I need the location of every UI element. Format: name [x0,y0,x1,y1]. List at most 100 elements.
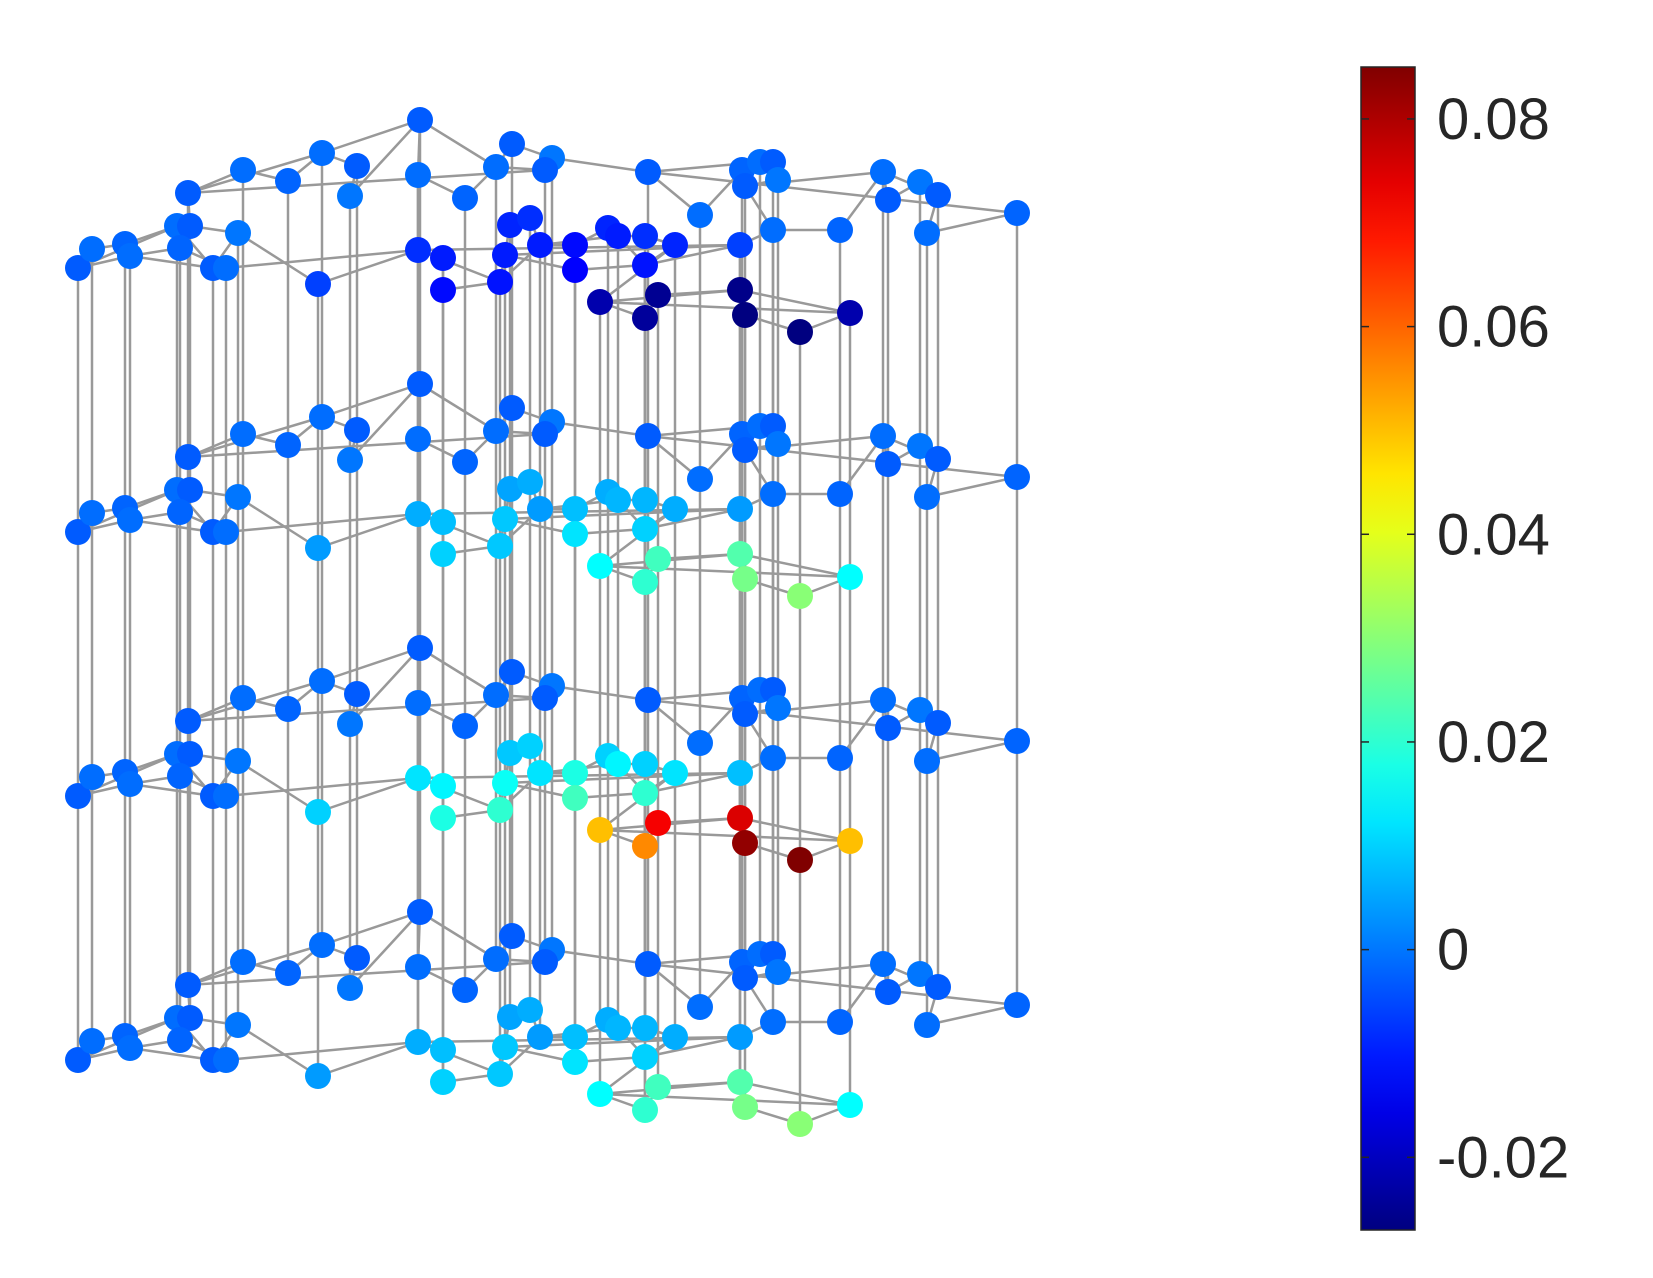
layer-edge [926,211,1018,235]
graph-node [499,395,525,421]
graph-node [499,923,525,949]
graph-node [309,668,335,694]
graph-node [79,500,105,526]
graph-node [230,421,256,447]
graph-node [1004,728,1030,754]
graph-node [605,487,631,513]
colorbar-tick-label: 0.08 [1437,87,1550,152]
graph-node [430,277,456,303]
graph-node [787,1111,813,1137]
graph-node [225,484,251,510]
graph-node [487,1061,513,1087]
graph-node [1004,992,1030,1018]
colorbar-tick-label: 0.02 [1437,710,1550,775]
layer-edge [644,243,741,267]
layer-edge [599,828,851,843]
graph-node [765,431,791,457]
graph-node [562,521,588,547]
layer-edge [237,759,319,814]
graph-node [1004,200,1030,226]
graph-node [405,690,431,716]
graph-node [925,710,951,736]
graph-nodes [65,107,1030,1137]
graph-node [175,708,201,734]
graph-node [487,269,513,295]
graph-node [177,213,203,239]
graph-node [727,805,753,831]
graph-node [65,255,91,281]
layer-edge [237,231,319,286]
graph-node [562,496,588,522]
graph-node [870,951,896,977]
graph-node [787,583,813,609]
graph-node [499,131,525,157]
graph-node [175,180,201,206]
graph-node [632,223,658,249]
layer-edge [237,1023,319,1078]
graph-node [497,476,523,502]
graph-node [430,245,456,271]
graph-node [527,1024,553,1050]
graph-node [562,232,588,258]
graph-node [587,553,613,579]
graph-node [532,421,558,447]
graph-node [407,107,433,133]
graph-node [605,751,631,777]
graph-node [914,484,940,510]
graph-node [907,961,933,987]
graph-node [452,449,478,475]
graph-node [213,1047,239,1073]
graph-node [430,773,456,799]
graph-node [497,1004,523,1030]
colorbar: -0.02 0 0.02 0.04 0.06 0.08 [1360,66,1569,1231]
layer-edge [644,1035,741,1059]
graph-node [405,954,431,980]
graph-node [305,271,331,297]
graph-node [309,932,335,958]
layer-edge [551,420,649,438]
graph-node [487,533,513,559]
graph-node [492,770,518,796]
graph-node [605,1015,631,1041]
layer-edge [419,646,497,697]
graph-node [787,847,813,873]
graph-node [483,418,509,444]
graph-node [492,1034,518,1060]
graph-node [517,997,543,1023]
graph-node [727,541,753,567]
graph-node [632,833,658,859]
graph-node [492,242,518,268]
graph-node [230,157,256,183]
graph-node [632,487,658,513]
graph-node [337,711,363,737]
graph-node [230,685,256,711]
layer-edge [644,771,741,795]
graph-node [732,830,758,856]
layer-edge [419,910,497,961]
graph-node [177,477,203,503]
graph-node [344,681,370,707]
graph-node [79,236,105,262]
graph-node [213,519,239,545]
graph-node [632,1044,658,1070]
colorbar-ticks: -0.02 0 0.02 0.04 0.06 0.08 [1361,87,1569,1190]
layer-edge [599,564,851,579]
graph-node [117,243,143,269]
graph-node [907,169,933,195]
graph-node [760,745,786,771]
layer-edge [551,156,649,174]
graph-node [65,1047,91,1073]
graph-node [914,748,940,774]
graph-node [309,140,335,166]
graph-node [632,751,658,777]
layer-edge [349,647,421,725]
graph-node [309,404,335,430]
graph-node [727,760,753,786]
colorbar-tick-label: 0.04 [1437,502,1550,567]
graph-node [117,507,143,533]
graph-node [605,223,631,249]
layer-edge [349,383,421,461]
graph-node [499,659,525,685]
graph-node [452,185,478,211]
